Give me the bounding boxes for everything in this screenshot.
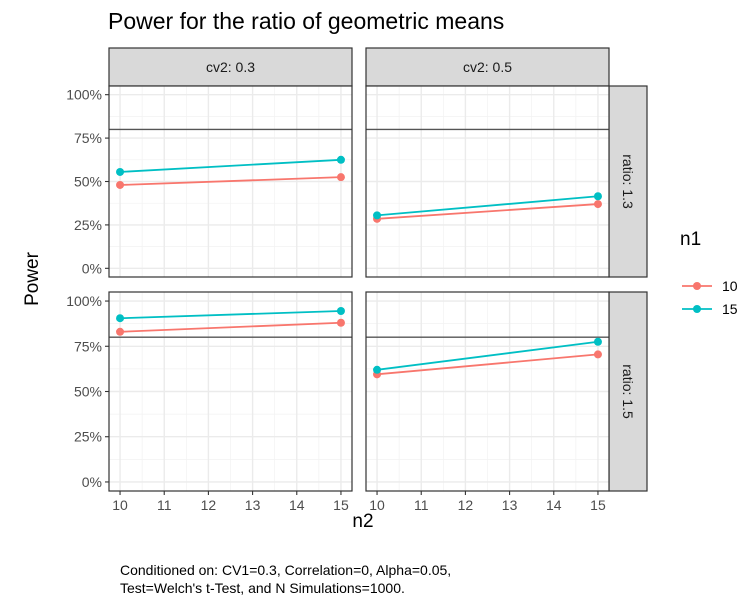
data-point [336,306,345,315]
y-tick-label: 0% [82,260,102,276]
series-line [119,158,342,173]
data-point [593,200,602,209]
facet-strip-row [608,291,648,492]
data-point [336,173,345,182]
x-tick-label: 14 [546,497,562,513]
data-point [116,167,125,176]
data-point [593,350,602,359]
data-point [373,365,382,374]
y-tick-label: 75% [74,130,102,146]
facet-panel: 0% 25% 50% 75% 100% 10 11 12 13 14 15 [66,291,353,513]
caption-line-1: Conditioned on: CV1=0.3, Correlation=0, … [120,562,451,578]
x-tick-label: 13 [502,497,518,513]
data-point [336,318,345,327]
y-tick-label: 100% [66,87,102,103]
series-line [376,353,599,376]
y-tick-label: 25% [74,217,102,233]
facet-strip-column-label: cv2: 0.3 [206,59,255,75]
x-tick-label: 15 [590,497,606,513]
caption-line-2: Test=Welch's t-Test, and N Simulations=1… [120,580,405,596]
facet-strip-row-label: ratio: 1.5 [620,364,636,419]
facet-panel: 10 11 12 13 14 15 [365,291,610,513]
legend-label: 10 [722,278,738,294]
x-tick-label: 10 [112,497,128,513]
x-tick-label: 11 [157,497,172,513]
facet-panel [365,85,610,278]
x-tick-label: 12 [458,497,474,513]
data-point [336,155,345,164]
x-tick-label: 15 [333,497,349,513]
legend-label: 15 [722,301,738,317]
legend-title: n1 [680,229,701,250]
facet-panel: 0% 25% 50% 75% 100% [66,85,353,278]
data-point [593,192,602,201]
facet-strip-row-label: ratio: 1.3 [620,154,636,209]
facet-strip-row [608,85,648,278]
chart-title: Power for the ratio of geometric means [108,8,504,34]
series-line [376,195,599,217]
x-axis-label: n2 [352,511,373,532]
facet-strip-column [365,47,610,87]
x-tick-label: 11 [414,497,429,513]
y-axis-label: Power [22,251,43,306]
y-tick-label: 75% [74,338,102,354]
facet-strip-column [108,47,353,87]
data-point [116,314,125,323]
y-tick-label: 50% [74,384,102,400]
facet-strip-column-label: cv2: 0.5 [463,59,512,75]
series-line [120,176,341,186]
x-tick-label: 13 [245,497,261,513]
chart-area: cv2: 0.3 cv2: 0.5 ratio: 1.3 ratio: 1.5 0% 25… [66,47,648,513]
y-tick-label: 0% [82,474,102,490]
legend-key-point [693,282,701,290]
panel-border [365,85,610,278]
data-point [593,337,602,346]
y-tick-label: 25% [74,429,102,445]
data-point [116,180,125,189]
data-point [116,327,125,336]
x-tick-label: 14 [289,497,305,513]
y-tick-label: 50% [74,174,102,190]
series-line [376,340,599,371]
x-tick-label: 10 [369,497,385,513]
y-tick-label: 100% [66,293,102,309]
data-point [373,211,382,220]
series-line [120,321,341,333]
legend-key-point [693,305,701,313]
series-line [120,310,341,320]
panel-border [365,291,610,492]
series-line [376,203,599,220]
x-tick-label: 12 [201,497,217,513]
